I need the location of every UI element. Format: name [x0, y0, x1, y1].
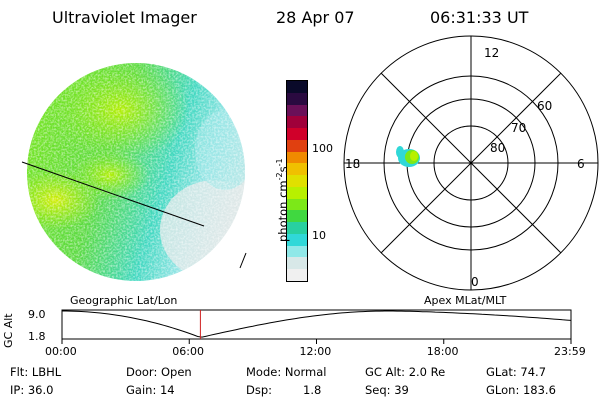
info-flt: Flt: LBHL: [10, 365, 62, 379]
info-dsp-value: 1.8: [303, 383, 322, 397]
colorbar-segment: [287, 198, 307, 211]
colorbar-segment: [287, 92, 307, 105]
colorbar-segment: [287, 186, 307, 199]
info-dsp-label: Dsp:: [246, 383, 273, 397]
timeline-tick-label: 00:00: [45, 345, 77, 358]
colorbar-segment: [287, 128, 307, 140]
timeline-tick-label: 23:59: [554, 345, 586, 358]
colorbar-segment: [287, 104, 307, 117]
geo-latlon-label: Geographic Lat/Lon: [70, 294, 178, 307]
apex-mlat-label: Apex MLat/MLT: [424, 294, 507, 307]
colorbar-segment: [287, 81, 307, 93]
timeline-ymax: 9.0: [28, 308, 46, 321]
colorbar-segment: [287, 245, 307, 258]
instrument-title: Ultraviolet Imager: [52, 8, 197, 27]
lat-label-80: 80: [490, 141, 505, 155]
polar-plot: 12 6 0 18 60 70 80: [343, 35, 599, 291]
colorbar-segment: [287, 175, 307, 187]
date-label: 28 Apr 07: [276, 8, 355, 27]
timeline-tick-label: 06:00: [172, 345, 204, 358]
mlt-label-18: 18: [345, 157, 360, 171]
colorbar-segment: [287, 257, 307, 270]
colorbar-segment: [287, 151, 307, 164]
colorbar-segment: [287, 139, 307, 152]
orbit-altitude-curve: [62, 310, 572, 338]
colorbar-segment: [287, 233, 307, 246]
mlt-label-0: 0: [471, 275, 479, 289]
colorbar-segment: [287, 269, 307, 282]
colorbar-tick-10: 10: [312, 229, 326, 242]
timeline-frame: [61, 309, 572, 340]
colorbar-segment: [287, 222, 307, 234]
mlt-label-6: 6: [577, 157, 585, 171]
info-ip: IP: 36.0: [10, 383, 54, 397]
lat-label-60: 60: [537, 99, 552, 113]
info-gain: Gain: 14: [126, 383, 175, 397]
polar-auroral-patch: [396, 146, 420, 167]
colorbar-segment: [287, 163, 307, 176]
timeline-tick-label: 12:00: [299, 345, 332, 358]
info-glat: GLat: 74.7: [486, 365, 547, 379]
time-label: 06:31:33 UT: [430, 8, 529, 27]
info-seq: Seq: 39: [365, 383, 409, 397]
colorbar-segment: [287, 210, 307, 223]
terminator-line: [21, 161, 205, 227]
colorbar-segment: [287, 116, 307, 129]
info-glon: GLon: 183.6: [486, 383, 556, 397]
auroral-image: [21, 63, 247, 281]
lat-label-70: 70: [511, 121, 526, 135]
timeline-tick-label: 18:00: [426, 345, 459, 358]
spin-marker: [239, 252, 247, 269]
info-mode: Mode: Normal: [246, 365, 327, 379]
info-door: Door: Open: [126, 365, 192, 379]
info-gcalt: GC Alt: 2.0 Re: [365, 365, 446, 379]
polar-axis-diag-2: [380, 72, 562, 254]
colorbar: [286, 80, 308, 282]
colorbar-tick-100: 100: [312, 142, 333, 155]
timeline-ymin: 1.8: [28, 330, 46, 343]
mlt-label-12: 12: [484, 46, 499, 60]
